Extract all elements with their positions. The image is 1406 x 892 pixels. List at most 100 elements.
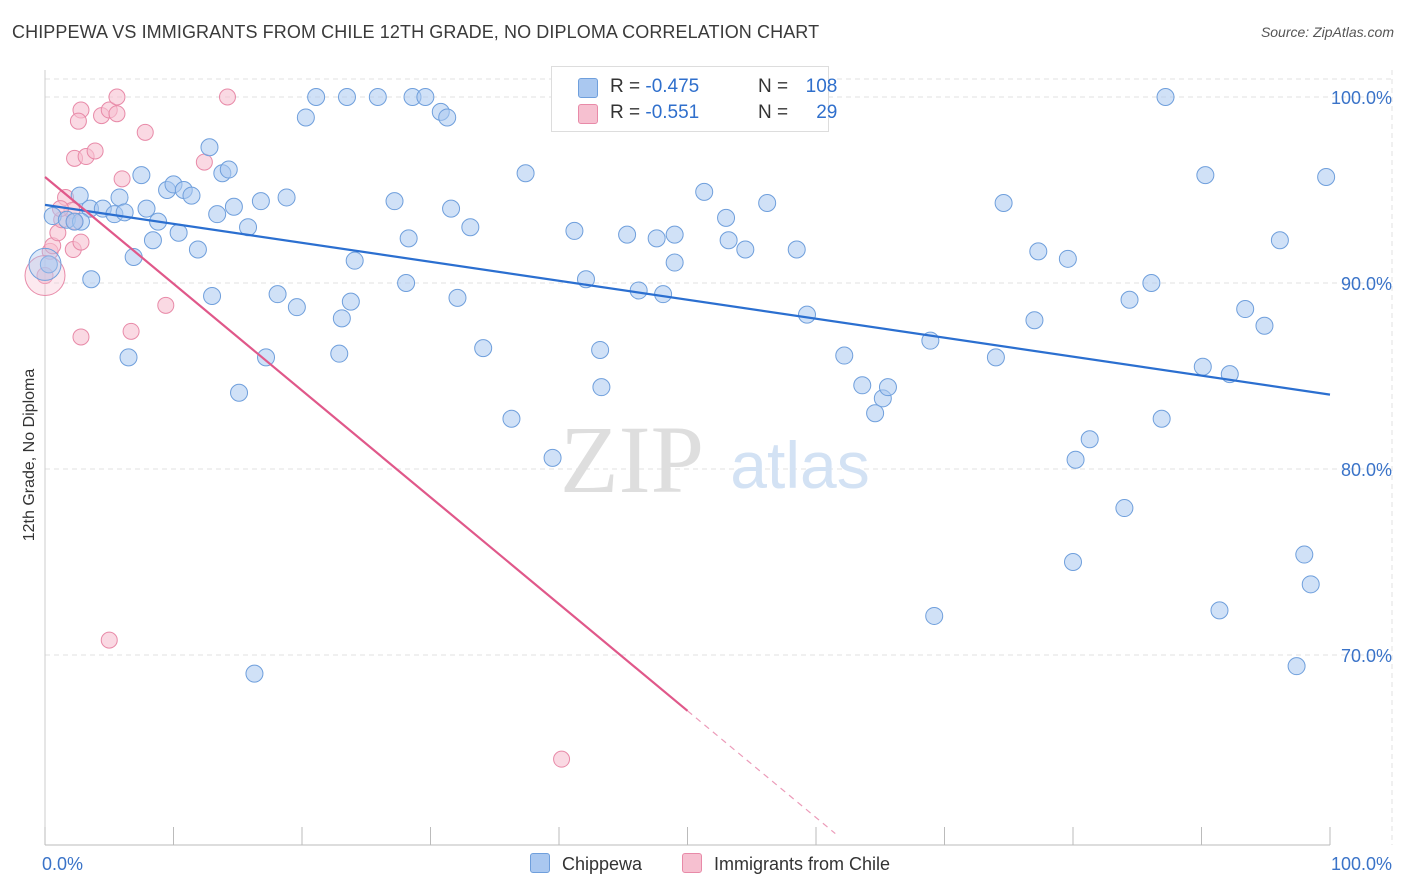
data-point-chippewa: [1120, 290, 1139, 309]
legend-swatch-chippewa: [578, 78, 598, 98]
data-point-chile: [100, 631, 118, 649]
axes: [44, 70, 1331, 846]
data-point-chippewa: [1029, 242, 1048, 261]
data-point-chippewa: [330, 344, 349, 363]
data-point-chippewa: [565, 221, 584, 240]
data-point-chippewa: [230, 383, 249, 402]
data-point-chippewa: [695, 182, 714, 201]
data-point-chippewa: [132, 166, 151, 185]
data-point-chippewa: [736, 240, 755, 259]
data-point-chippewa: [647, 229, 666, 248]
data-point-chippewa: [853, 376, 872, 395]
data-point-chippewa: [397, 274, 416, 292]
data-point-chile: [195, 153, 213, 171]
data-point-chippewa: [758, 194, 777, 213]
data-point-chippewa: [1210, 601, 1229, 620]
y-tick-label: 90.0%: [1341, 274, 1392, 294]
correlation-legend: R = -0.475 N = 108 R = -0.551 N = 29: [551, 66, 837, 132]
data-point-chippewa: [835, 346, 854, 365]
data-point-chile: [72, 328, 90, 346]
data-point-chippewa: [618, 225, 637, 244]
data-point-chippewa: [1236, 300, 1255, 319]
data-point-chippewa: [502, 409, 521, 428]
trend-line-chile: [44, 176, 689, 712]
data-point-chippewa: [345, 251, 364, 270]
data-point-chile: [553, 750, 571, 768]
data-point-chippewa: [665, 253, 684, 272]
x-tick-label: 0.0%: [42, 854, 83, 874]
data-point-chippewa: [1301, 575, 1320, 594]
data-point-chippewa: [251, 192, 270, 211]
data-point-chippewa: [224, 197, 243, 216]
data-point-chippewa: [368, 88, 387, 106]
data-point-chippewa: [1193, 357, 1212, 376]
legend-n-value: 29: [816, 102, 838, 123]
data-point-chippewa: [543, 448, 562, 467]
data-point-chippewa: [438, 108, 457, 127]
data-point-chile: [122, 322, 140, 340]
data-point-chippewa: [1142, 274, 1161, 292]
data-point-chippewa: [1064, 553, 1082, 571]
watermark: ZIP atlas: [560, 406, 870, 513]
data-point-chippewa: [1317, 167, 1336, 186]
legend-label-chile: Immigrants from Chile: [714, 854, 891, 874]
legend-swatch-chile: [578, 104, 598, 124]
y-tick-label: 80.0%: [1341, 460, 1392, 480]
data-point-chippewa: [143, 231, 162, 250]
legend-r-value: -0.475: [645, 76, 700, 97]
data-point-chippewa: [717, 208, 736, 227]
data-point-chippewa: [1270, 231, 1289, 250]
series-legend: Chippewa Immigrants from Chile: [0, 853, 1406, 877]
trend-line-chippewa: [44, 203, 1331, 396]
data-point-chippewa: [337, 88, 356, 106]
data-point-chippewa: [866, 404, 885, 423]
data-point-chile: [108, 88, 126, 106]
legend-swatch-chippewa: [530, 853, 550, 873]
data-point-chippewa: [385, 192, 404, 211]
data-point-chile: [157, 296, 175, 314]
data-point-chippewa: [332, 309, 351, 328]
data-point-chile: [113, 170, 131, 188]
trend-line-chile-extension: [687, 710, 836, 835]
data-point-chippewa: [591, 340, 610, 359]
data-point-chippewa: [665, 225, 684, 244]
data-point-chile: [72, 233, 90, 251]
data-point-chile: [136, 123, 154, 141]
legend-swatch-chile: [682, 853, 702, 873]
data-point-chippewa: [277, 188, 296, 207]
data-point-chippewa: [448, 288, 467, 307]
data-point-chippewa: [1025, 311, 1044, 330]
data-point-chippewa: [442, 199, 461, 218]
data-point-chippewa: [307, 88, 326, 106]
data-point-chippewa: [1196, 166, 1215, 185]
data-point-chippewa: [257, 348, 276, 367]
data-point-chile: [218, 88, 236, 106]
data-point-chippewa: [219, 160, 238, 179]
data-point-chippewa: [416, 88, 435, 106]
data-point-chippewa: [200, 138, 219, 157]
data-point-chippewa: [169, 223, 188, 242]
data-point-chippewa: [182, 186, 201, 205]
gridlines: [45, 70, 1393, 845]
data-point-chippewa: [245, 664, 264, 683]
data-point-chippewa: [39, 255, 58, 274]
legend-item-chile[interactable]: Immigrants from Chile: [682, 853, 890, 875]
data-point-chile: [86, 142, 104, 160]
data-point-chippewa: [1287, 657, 1306, 676]
trend-lines: [44, 176, 1331, 835]
data-point-chippewa: [1156, 88, 1175, 106]
data-point-chippewa: [1295, 545, 1314, 564]
data-point-chippewa: [137, 199, 156, 218]
legend-n-value: 108: [805, 76, 838, 97]
data-point-chippewa: [296, 108, 315, 127]
y-tick-label: 100.0%: [1331, 88, 1392, 108]
data-point-chippewa: [516, 164, 535, 183]
data-point-chippewa: [65, 212, 84, 231]
legend-item-chippewa[interactable]: Chippewa: [530, 853, 642, 875]
series-immigrants-from-chile: [24, 88, 571, 768]
data-point-chippewa: [188, 240, 207, 259]
legend-r-value: -0.551: [645, 102, 700, 123]
watermark-zip: ZIP: [560, 406, 704, 513]
tick-labels: 100.0% 90.0% 80.0% 70.0% 0.0% 100.0%: [42, 88, 1392, 874]
